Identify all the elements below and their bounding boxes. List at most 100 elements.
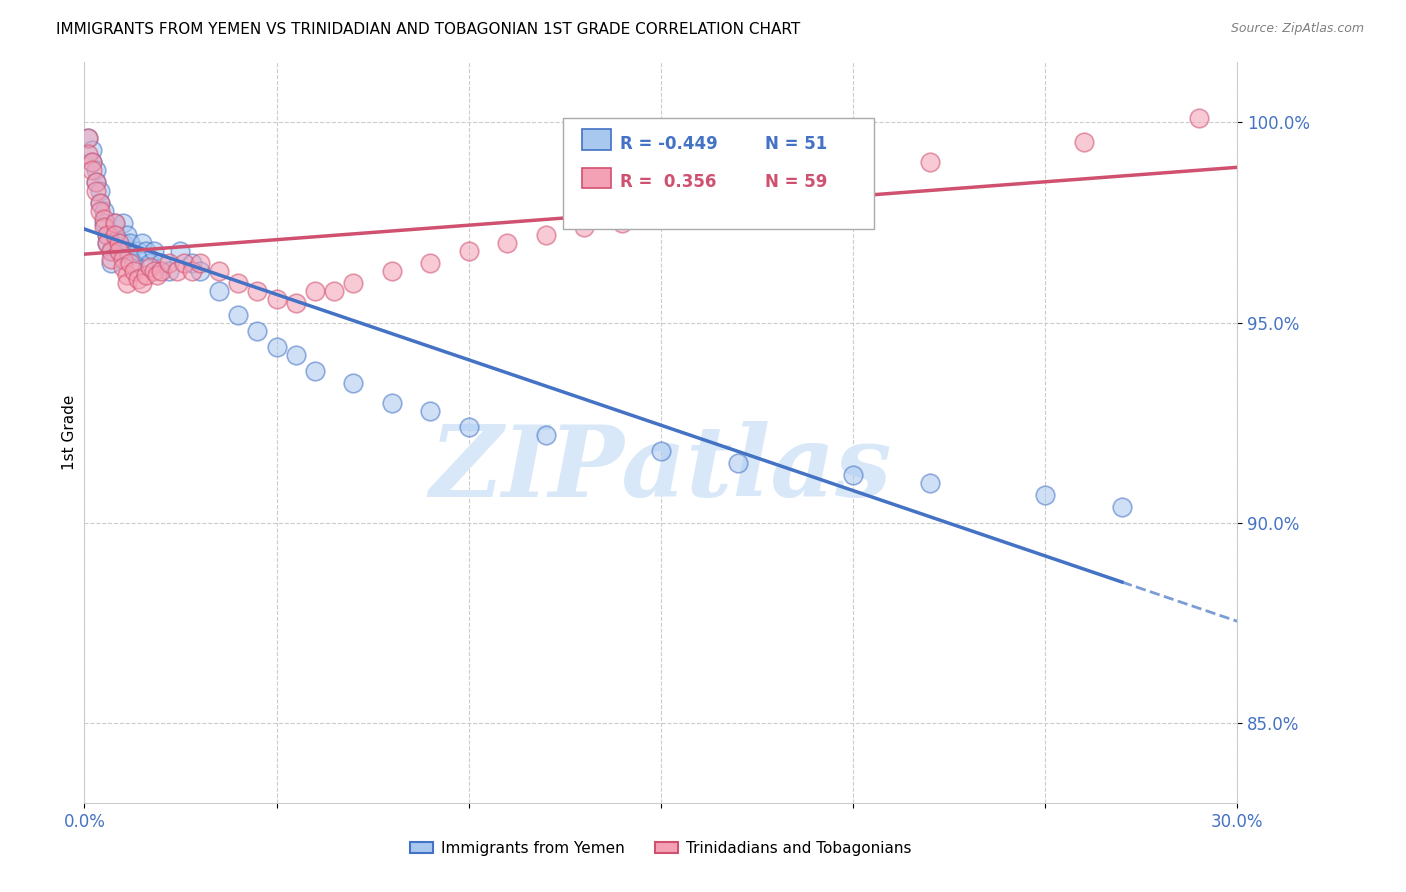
Point <box>1111 500 1133 514</box>
Point <box>93 215 115 229</box>
Point <box>918 475 941 490</box>
Point <box>246 324 269 338</box>
Point <box>157 263 180 277</box>
Point <box>157 255 180 269</box>
Point <box>381 395 404 409</box>
Point <box>89 195 111 210</box>
Point <box>89 203 111 218</box>
Point <box>120 235 142 250</box>
Point <box>727 456 749 470</box>
Point <box>84 176 107 190</box>
Point <box>208 263 231 277</box>
Point <box>284 348 307 362</box>
Point <box>84 176 107 190</box>
Text: N = 59: N = 59 <box>765 173 827 192</box>
Point <box>842 467 865 482</box>
Point <box>124 255 146 269</box>
Point <box>84 184 107 198</box>
Point <box>80 155 103 169</box>
Point <box>208 284 231 298</box>
Point <box>419 403 441 417</box>
Point <box>104 227 127 242</box>
Point <box>226 276 249 290</box>
FancyBboxPatch shape <box>562 118 875 229</box>
Point <box>124 263 146 277</box>
Point <box>135 268 157 282</box>
Point <box>142 263 165 277</box>
Point <box>266 340 288 354</box>
Point <box>650 443 672 458</box>
Point <box>93 219 115 234</box>
Point <box>127 244 149 258</box>
Point <box>108 244 131 258</box>
Point <box>304 363 326 377</box>
Point <box>115 244 138 258</box>
Point <box>1073 136 1095 150</box>
Point <box>93 203 115 218</box>
Point <box>188 263 211 277</box>
Point <box>100 252 122 266</box>
Point <box>111 215 134 229</box>
Bar <box>582 129 612 150</box>
Point <box>127 271 149 285</box>
Point <box>77 147 100 161</box>
Point <box>246 284 269 298</box>
Point <box>104 215 127 229</box>
Text: R =  0.356: R = 0.356 <box>620 173 717 192</box>
Point <box>496 235 519 250</box>
Point <box>104 227 127 242</box>
Point <box>80 163 103 178</box>
Point <box>188 255 211 269</box>
Point <box>138 260 160 274</box>
Point <box>135 244 157 258</box>
Point <box>534 427 557 442</box>
Point <box>115 227 138 242</box>
Point <box>169 244 191 258</box>
Point <box>104 215 127 229</box>
Point <box>150 263 173 277</box>
Point <box>304 284 326 298</box>
Point <box>342 276 364 290</box>
Y-axis label: 1st Grade: 1st Grade <box>62 395 77 470</box>
Point <box>108 244 131 258</box>
Point <box>77 131 100 145</box>
Point <box>727 187 749 202</box>
Point <box>142 244 165 258</box>
Point <box>120 255 142 269</box>
Text: IMMIGRANTS FROM YEMEN VS TRINIDADIAN AND TOBAGONIAN 1ST GRADE CORRELATION CHART: IMMIGRANTS FROM YEMEN VS TRINIDADIAN AND… <box>56 22 800 37</box>
Point <box>100 244 122 258</box>
Point <box>150 255 173 269</box>
Point <box>108 235 131 250</box>
Bar <box>582 168 612 188</box>
Point <box>96 227 118 242</box>
Point <box>534 227 557 242</box>
Point <box>96 227 118 242</box>
Point <box>100 244 122 258</box>
Point <box>284 295 307 310</box>
Point <box>80 155 103 169</box>
Point <box>166 263 188 277</box>
Point <box>84 163 107 178</box>
Point <box>688 195 710 210</box>
Text: N = 51: N = 51 <box>765 135 827 153</box>
Point <box>111 252 134 266</box>
Point <box>96 235 118 250</box>
Point <box>108 235 131 250</box>
Legend: Immigrants from Yemen, Trinidadians and Tobagonians: Immigrants from Yemen, Trinidadians and … <box>405 835 917 862</box>
Point <box>419 255 441 269</box>
Point <box>89 195 111 210</box>
Point <box>266 292 288 306</box>
Text: ZIPatlas: ZIPatlas <box>430 421 891 518</box>
Point <box>1033 488 1056 502</box>
Point <box>181 255 204 269</box>
Point <box>612 215 634 229</box>
Point <box>77 131 100 145</box>
Point <box>80 144 103 158</box>
Point <box>765 179 787 194</box>
Point <box>323 284 346 298</box>
Point <box>342 376 364 390</box>
Point <box>100 255 122 269</box>
Point <box>120 247 142 261</box>
Text: Source: ZipAtlas.com: Source: ZipAtlas.com <box>1230 22 1364 36</box>
Point <box>131 235 153 250</box>
